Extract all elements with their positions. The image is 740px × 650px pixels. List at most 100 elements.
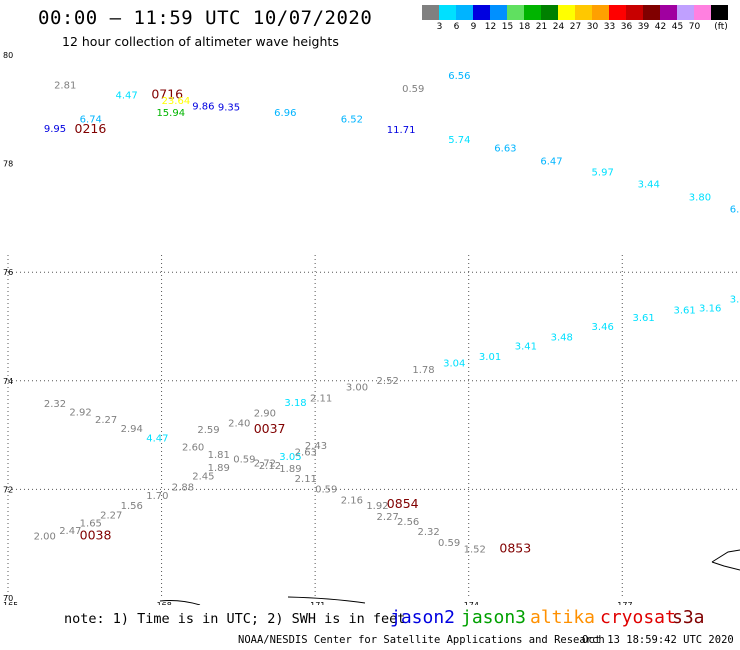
latitude-label: 70 xyxy=(3,594,13,603)
wave-height-value: 2.60 xyxy=(182,442,204,453)
latitude-label: 74 xyxy=(3,377,13,386)
legend-cryosat: cryosat xyxy=(600,607,676,628)
latitude-label: 76 xyxy=(3,268,13,277)
scale-swatch xyxy=(439,5,456,20)
wave-height-value: 2.12 xyxy=(259,461,281,472)
longitude-label: 171 xyxy=(310,601,325,605)
wave-height-value: 3.05 xyxy=(279,452,301,463)
scale-tick: 42 xyxy=(654,22,667,32)
wave-height-value: 2.92 xyxy=(69,408,91,419)
wave-height-value: 11.71 xyxy=(387,125,416,136)
longitude-label: 177 xyxy=(617,601,632,605)
wave-height-value: 2.27 xyxy=(100,511,122,522)
wave-height-value: 6.96 xyxy=(274,108,296,119)
credit-line: NOAA/NESDIS Center for Satellite Applica… xyxy=(238,634,605,646)
coastline xyxy=(711,549,740,571)
coastline xyxy=(159,600,201,605)
scale-swatch xyxy=(677,5,694,20)
wave-height-value: 2.11 xyxy=(310,393,332,404)
wave-height-value: 9.86 xyxy=(192,101,214,112)
map-subtitle: 12 hour collection of altimeter wave hei… xyxy=(62,34,339,49)
scale-swatch xyxy=(558,5,575,20)
wave-height-value: 3.61 xyxy=(730,295,740,306)
wave-height-value: 1.81 xyxy=(208,450,230,461)
wave-height-value: 3.80 xyxy=(689,193,711,204)
wave-height-value: 3.61 xyxy=(673,305,695,316)
wave-height-value: 3.44 xyxy=(638,179,660,190)
scale-unit: (ft) xyxy=(714,22,728,32)
wave-height-value: 2.63 xyxy=(295,448,317,459)
wave-height-value: 4.47 xyxy=(115,90,137,101)
wave-height-value: 2.47 xyxy=(59,526,81,537)
scale-tick: 39 xyxy=(637,22,650,32)
scale-tick: 30 xyxy=(586,22,599,32)
wave-height-value: 6.56 xyxy=(448,71,470,82)
wave-height-value: 1.70 xyxy=(146,491,168,502)
scale-swatch xyxy=(592,5,609,20)
wave-height-value: 1.56 xyxy=(121,501,143,512)
latitude-label: 80 xyxy=(3,51,13,60)
longitude-label: 165 xyxy=(3,601,18,605)
coastline xyxy=(287,596,366,604)
wave-height-value: 3.01 xyxy=(479,352,501,363)
map-title: 00:00 – 11:59 UTC 10/07/2020 xyxy=(38,7,373,29)
scale-tick: 15 xyxy=(501,22,514,32)
wave-height-value: 2.90 xyxy=(254,409,276,420)
scale-swatch xyxy=(541,5,558,20)
wave-height-value: 1.78 xyxy=(412,365,434,376)
wave-height-value: 3.04 xyxy=(443,359,465,370)
pass-time-label: 0037 xyxy=(254,421,286,436)
wave-height-value: 1.89 xyxy=(279,464,301,475)
scale-swatch xyxy=(507,5,524,20)
wave-height-value: 1.52 xyxy=(464,544,486,555)
wave-height-value: 5.74 xyxy=(448,135,470,146)
wave-height-value: 0.59 xyxy=(438,538,460,549)
wave-height-value: 5.97 xyxy=(592,168,614,179)
wave-height-value: 2.00 xyxy=(34,531,56,542)
latitude-label: 72 xyxy=(3,485,13,494)
wave-height-value: 6.52 xyxy=(341,114,363,125)
scale-swatch xyxy=(456,5,473,20)
wave-height-value: 2.11 xyxy=(295,474,317,485)
wave-height-value: 3.46 xyxy=(592,322,614,333)
scale-tick: 3 xyxy=(436,22,443,32)
scale-tick: 36 xyxy=(620,22,633,32)
scale-tick: 12 xyxy=(484,22,497,32)
pass-time-label: 0853 xyxy=(499,540,531,555)
wave-height-value: 6.63 xyxy=(494,144,516,155)
scale-swatch xyxy=(524,5,541,20)
wave-height-value: 0.59 xyxy=(315,485,337,496)
scale-swatch xyxy=(643,5,660,20)
scale-tick: 21 xyxy=(535,22,548,32)
scale-swatch xyxy=(711,5,728,20)
wave-height-value: 2.56 xyxy=(397,517,419,528)
scale-swatch xyxy=(609,5,626,20)
wave-height-value: 6.59 xyxy=(730,204,740,215)
wave-height-value: 3.16 xyxy=(699,303,721,314)
scale-tick: 24 xyxy=(552,22,565,32)
pass-time-label: 0038 xyxy=(80,527,112,542)
wave-height-map: 8078767472701651681711741772.814.4707162… xyxy=(3,51,740,605)
wave-height-value: 1.89 xyxy=(208,463,230,474)
scale-swatch xyxy=(490,5,507,20)
generated-timestamp: Oct 13 18:59:42 UTC 2020 xyxy=(582,634,734,646)
scale-tick: 45 xyxy=(671,22,684,32)
wave-height-value: 2.72 xyxy=(254,459,276,470)
longitude-label: 174 xyxy=(464,601,479,605)
wave-height-value: 0.59 xyxy=(233,454,255,465)
wave-height-value: 2.16 xyxy=(341,496,363,507)
wave-height-value: 3.00 xyxy=(346,383,368,394)
scale-tick: 70 xyxy=(688,22,701,32)
wave-height-value: 6.74 xyxy=(80,114,102,125)
footer-note: note: 1) Time is in UTC; 2) SWH is in fe… xyxy=(64,611,406,627)
wave-height-value: 2.88 xyxy=(172,482,194,493)
scale-swatch xyxy=(626,5,643,20)
longitude-label: 168 xyxy=(157,601,172,605)
pass-time-label: 0716 xyxy=(151,86,183,101)
wave-height-value: 2.40 xyxy=(228,418,250,429)
wave-height-value: 2.27 xyxy=(95,415,117,426)
scale-tick: 9 xyxy=(470,22,477,32)
scale-tick: 33 xyxy=(603,22,616,32)
wave-height-value: 1.92 xyxy=(366,501,388,512)
scale-tick: 6 xyxy=(453,22,460,32)
